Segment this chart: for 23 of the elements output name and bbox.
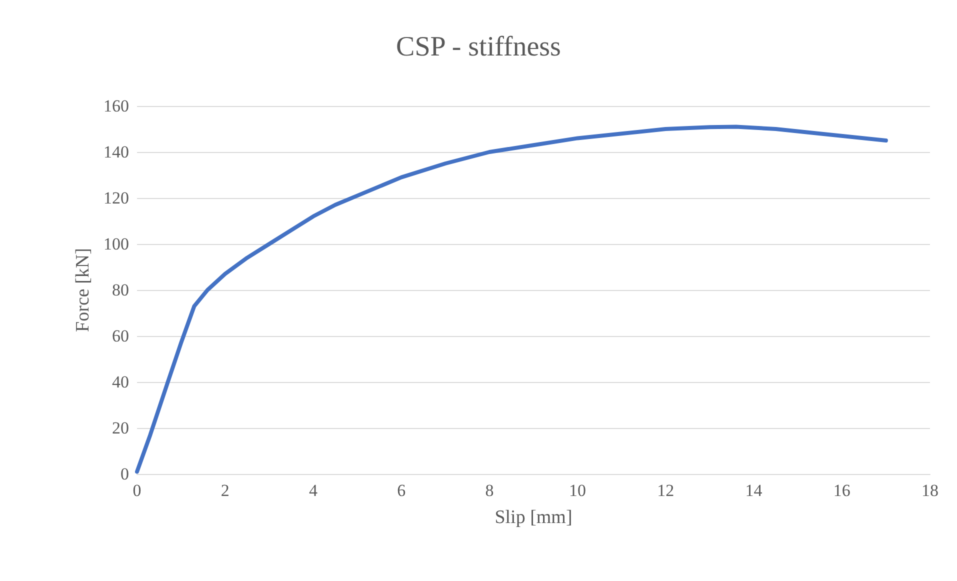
x-tick-label: 0 (132, 481, 142, 500)
x-tick-label: 8 (485, 481, 494, 500)
y-axis-title: Force [kN] (72, 248, 94, 332)
y-tick-label: 40 (112, 372, 129, 392)
x-tick-label: 4 (308, 481, 318, 500)
x-tick-label: 16 (833, 481, 850, 500)
y-tick-label: 0 (120, 464, 129, 484)
chart-title: CSP - stiffness (396, 32, 561, 62)
y-tick-label: 100 (104, 234, 129, 254)
y-tick-label: 140 (104, 142, 129, 162)
y-tick-label: 80 (112, 280, 129, 300)
x-tick-label: 6 (397, 481, 406, 500)
y-tick-label: 60 (112, 326, 129, 346)
line-series (135, 124, 888, 474)
y-tick-label: 160 (104, 96, 129, 116)
x-tick-label: 10 (569, 481, 586, 500)
x-tick-label: 2 (220, 481, 230, 500)
y-tick-label: 20 (112, 418, 129, 438)
y-tick-label: 120 (104, 188, 129, 208)
x-tick-label: 14 (745, 481, 763, 500)
x-tick-label: 18 (922, 481, 938, 500)
x-axis-title: Slip [mm] (494, 507, 572, 528)
x-tick-label: 12 (657, 481, 674, 500)
